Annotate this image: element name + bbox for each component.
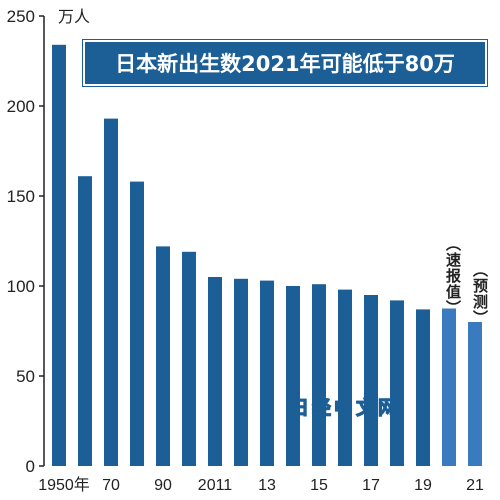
y-tick-label: 50 (16, 367, 35, 386)
bar-2020 (442, 308, 456, 466)
x-tick-label: 70 (102, 477, 120, 494)
watermark-logo: 日经中文网 (289, 397, 401, 420)
x-tick-label: 21 (466, 477, 484, 494)
x-tick-label: 2011 (198, 477, 233, 494)
bar-2012 (234, 278, 248, 466)
bar-2019 (416, 309, 430, 466)
y-tick-label: 250 (7, 7, 35, 26)
bar-1990 (156, 246, 170, 466)
bar-1970 (104, 118, 118, 466)
bar-1960 (78, 176, 92, 466)
bar-1980 (130, 181, 144, 466)
y-tick-label: 0 (26, 457, 35, 476)
x-tick-label: 19 (414, 477, 432, 494)
x-tick-label: 13 (258, 477, 276, 494)
bar-2014 (286, 286, 300, 466)
annotation-preliminary: （速报值） (444, 236, 462, 316)
bar-2000 (182, 251, 196, 466)
y-tick-label: 200 (7, 97, 35, 116)
x-tick-label: 1950年 (38, 476, 90, 494)
y-tick-label: 100 (7, 277, 35, 296)
unit-label: 万人 (58, 7, 90, 26)
chart-title: 日本新出生数2021年可能低于80万 (115, 52, 455, 76)
x-tick-label: 15 (310, 477, 328, 494)
bar-1950 (52, 44, 66, 467)
bar-2011 (208, 277, 222, 466)
chart-title-box: 日本新出生数2021年可能低于80万 (82, 39, 488, 87)
bars (52, 44, 482, 467)
bar-2017 (364, 295, 378, 466)
bar-2018 (390, 300, 404, 466)
y-tick-label: 150 (7, 187, 35, 206)
bar-2013 (260, 280, 274, 466)
x-tick-label: 90 (154, 477, 172, 494)
bar-2016 (338, 289, 352, 466)
bar-2021 (468, 322, 482, 466)
x-axis: 1950年 70 90 2011 13 15 17 19 21 (38, 476, 484, 494)
x-tick-label: 17 (362, 477, 380, 494)
annotation-forecast: （预测） (471, 262, 489, 326)
bar-2015 (312, 284, 326, 466)
y-axis: 0 50 100 150 200 250 (7, 7, 45, 476)
